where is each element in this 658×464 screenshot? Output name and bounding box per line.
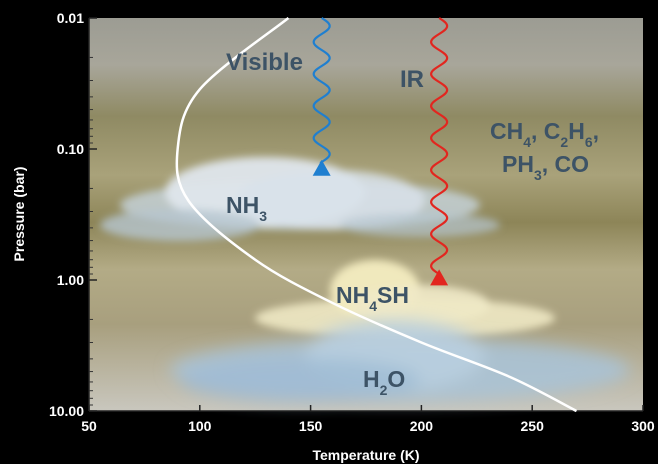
cloud-h2o [170,320,630,402]
y-tick-label: 0.10 [57,141,84,157]
label-h2o: H2O [363,366,405,398]
x-tick-label: 200 [410,418,434,434]
visible-label: Visible [226,49,303,76]
label-nh3: NH3 [226,192,267,224]
arrow-layer [312,17,449,286]
y-axis: 0.01 0.10 1.00 10.00 Pressure (bar) [11,10,97,419]
x-tick-label: 50 [81,418,97,434]
x-axis-label: Temperature (K) [312,447,419,463]
visible-wave [312,17,331,164]
label-nh4sh: NH4SH [336,282,409,314]
y-axis-label: Pressure (bar) [11,167,27,262]
ir-label: IR [400,66,424,93]
y-tick-label: 0.01 [57,10,84,26]
visible-arrowhead [312,159,331,176]
label-gases-line1: CH4, C2H6, [490,118,599,150]
x-tick-label: 250 [521,418,545,434]
ir-arrowhead [430,269,449,286]
x-tick-label: 100 [188,418,212,434]
y-ticks: 0.01 0.10 1.00 10.00 [49,10,97,419]
series-layer [175,17,578,413]
temperature-profile-line [175,17,578,413]
x-axis: 50 100 150 200 250 300 Temperature (K) [81,405,655,463]
ir-wave [430,17,449,274]
cloud-nh4sh [255,260,555,338]
label-gases-line2: PH3, CO [502,151,589,183]
y-tick-label: 10.00 [49,403,84,419]
x-tick-label: 300 [631,418,655,434]
x-tick-label: 150 [299,418,323,434]
y-tick-label: 1.00 [57,272,84,288]
